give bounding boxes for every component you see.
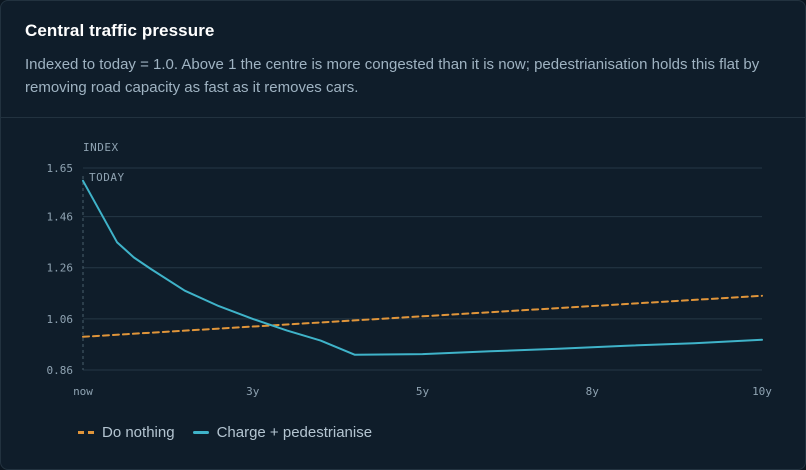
x-tick-label: now	[73, 385, 93, 398]
y-axis-label: INDEX	[83, 141, 119, 154]
chart-legend: Do nothing Charge + pedestrianise	[78, 424, 390, 441]
legend-label-pedestrianise: Charge + pedestrianise	[216, 424, 373, 441]
x-tick-label: 10y	[752, 385, 772, 398]
chart-subtitle: Indexed to today = 1.0. Above 1 the cent…	[25, 56, 760, 96]
legend-item-do-nothing: Do nothing	[78, 424, 175, 441]
y-tick-label: 1.06	[47, 313, 74, 326]
y-tick-label: 1.26	[47, 262, 74, 275]
series-line-pedestrianise	[82, 179, 763, 356]
legend-swatch-dashed	[78, 431, 94, 434]
y-tick-label: 1.46	[47, 211, 74, 224]
chart-header: Central traffic pressure Indexed to toda…	[1, 1, 805, 118]
series-line-do-nothing	[82, 294, 763, 338]
chart-title: Central traffic pressure	[25, 21, 215, 40]
y-tick-label: 0.86	[47, 364, 74, 377]
x-tick-label: 8y	[586, 385, 600, 398]
legend-swatch-solid	[192, 431, 209, 434]
x-tick-label: 3y	[246, 385, 260, 398]
today-annotation: TODAY	[89, 171, 125, 184]
legend-label-do-nothing: Do nothing	[102, 424, 175, 441]
y-tick-label: 1.65	[47, 162, 74, 175]
legend-item-pedestrianise: Charge + pedestrianise	[192, 424, 373, 441]
x-tick-label: 5y	[416, 385, 430, 398]
